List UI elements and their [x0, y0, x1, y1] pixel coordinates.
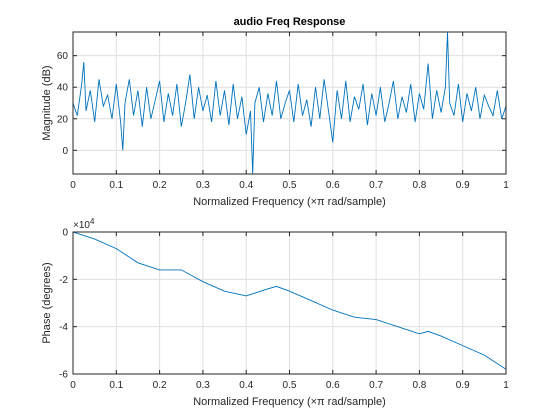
x-tick-label: 0.6 — [326, 380, 340, 391]
axes-frame-1 — [72, 31, 507, 175]
x-tick-label: 0 — [70, 380, 76, 391]
x-tick-label: 0.2 — [153, 180, 167, 191]
x-tick-label: 0.9 — [456, 180, 470, 191]
x-axis-label: Normalized Frequency (×π rad/sample) — [193, 196, 386, 208]
y-tick-label: 40 — [57, 83, 69, 94]
y-exponent-label: ×104 — [73, 217, 95, 231]
x-axis-label: Normalized Frequency (×π rad/sample) — [193, 396, 386, 408]
x-tick-label: 0 — [70, 180, 76, 191]
subplot-2: 0 0.1 0.2 0.3 0.4 0.5 0.6 0.7 0.8 0.9 1 0 -2 -4 -6 Norm… — [41, 217, 509, 408]
x-tick-label: 0.4 — [239, 180, 253, 191]
y-axis-label: Phase (degrees) — [41, 262, 53, 343]
subplot-1: 0 0.1 0.2 0.3 0.4 0.5 0.6 0.7 0.8 0.9 1 0 20 40 60 audi… — [41, 16, 509, 208]
y-tick-label: 20 — [57, 114, 69, 125]
x-tick-label: 0.8 — [412, 180, 426, 191]
x-tick-label: 1 — [503, 180, 509, 191]
chart-title: audio Freq Response — [234, 16, 346, 28]
y-tick-label: -4 — [59, 322, 68, 333]
x-tick-label: 0.4 — [239, 380, 253, 391]
x-tick-label: 0.2 — [153, 380, 167, 391]
series-line-2 — [73, 232, 506, 370]
y-tick-label: -2 — [59, 275, 68, 286]
x-tick-label: 0.6 — [326, 180, 340, 191]
x-tick-label: 0.3 — [196, 380, 210, 391]
x-tick-label: 0.9 — [456, 380, 470, 391]
x-tick-label: 0.8 — [412, 380, 426, 391]
x-tick-label: 0.7 — [369, 180, 383, 191]
y-tick-label: 0 — [62, 146, 68, 157]
x-tick-label: 0.7 — [369, 380, 383, 391]
x-tick-label: 0.1 — [109, 180, 123, 191]
x-tick-label: 0.3 — [196, 180, 210, 191]
x-tick-label: 0.1 — [109, 380, 123, 391]
x-tick-label: 0.5 — [283, 380, 297, 391]
axes-frame-2 — [72, 231, 507, 375]
y-tick-label: 0 — [62, 228, 68, 239]
series-line-1 — [73, 32, 506, 174]
x-tick-label: 1 — [503, 380, 509, 391]
y-axis-label: Magnitude (dB) — [41, 65, 53, 140]
y-tick-label: -6 — [59, 370, 68, 381]
x-tick-label: 0.5 — [283, 180, 297, 191]
y-tick-label: 60 — [57, 51, 69, 62]
